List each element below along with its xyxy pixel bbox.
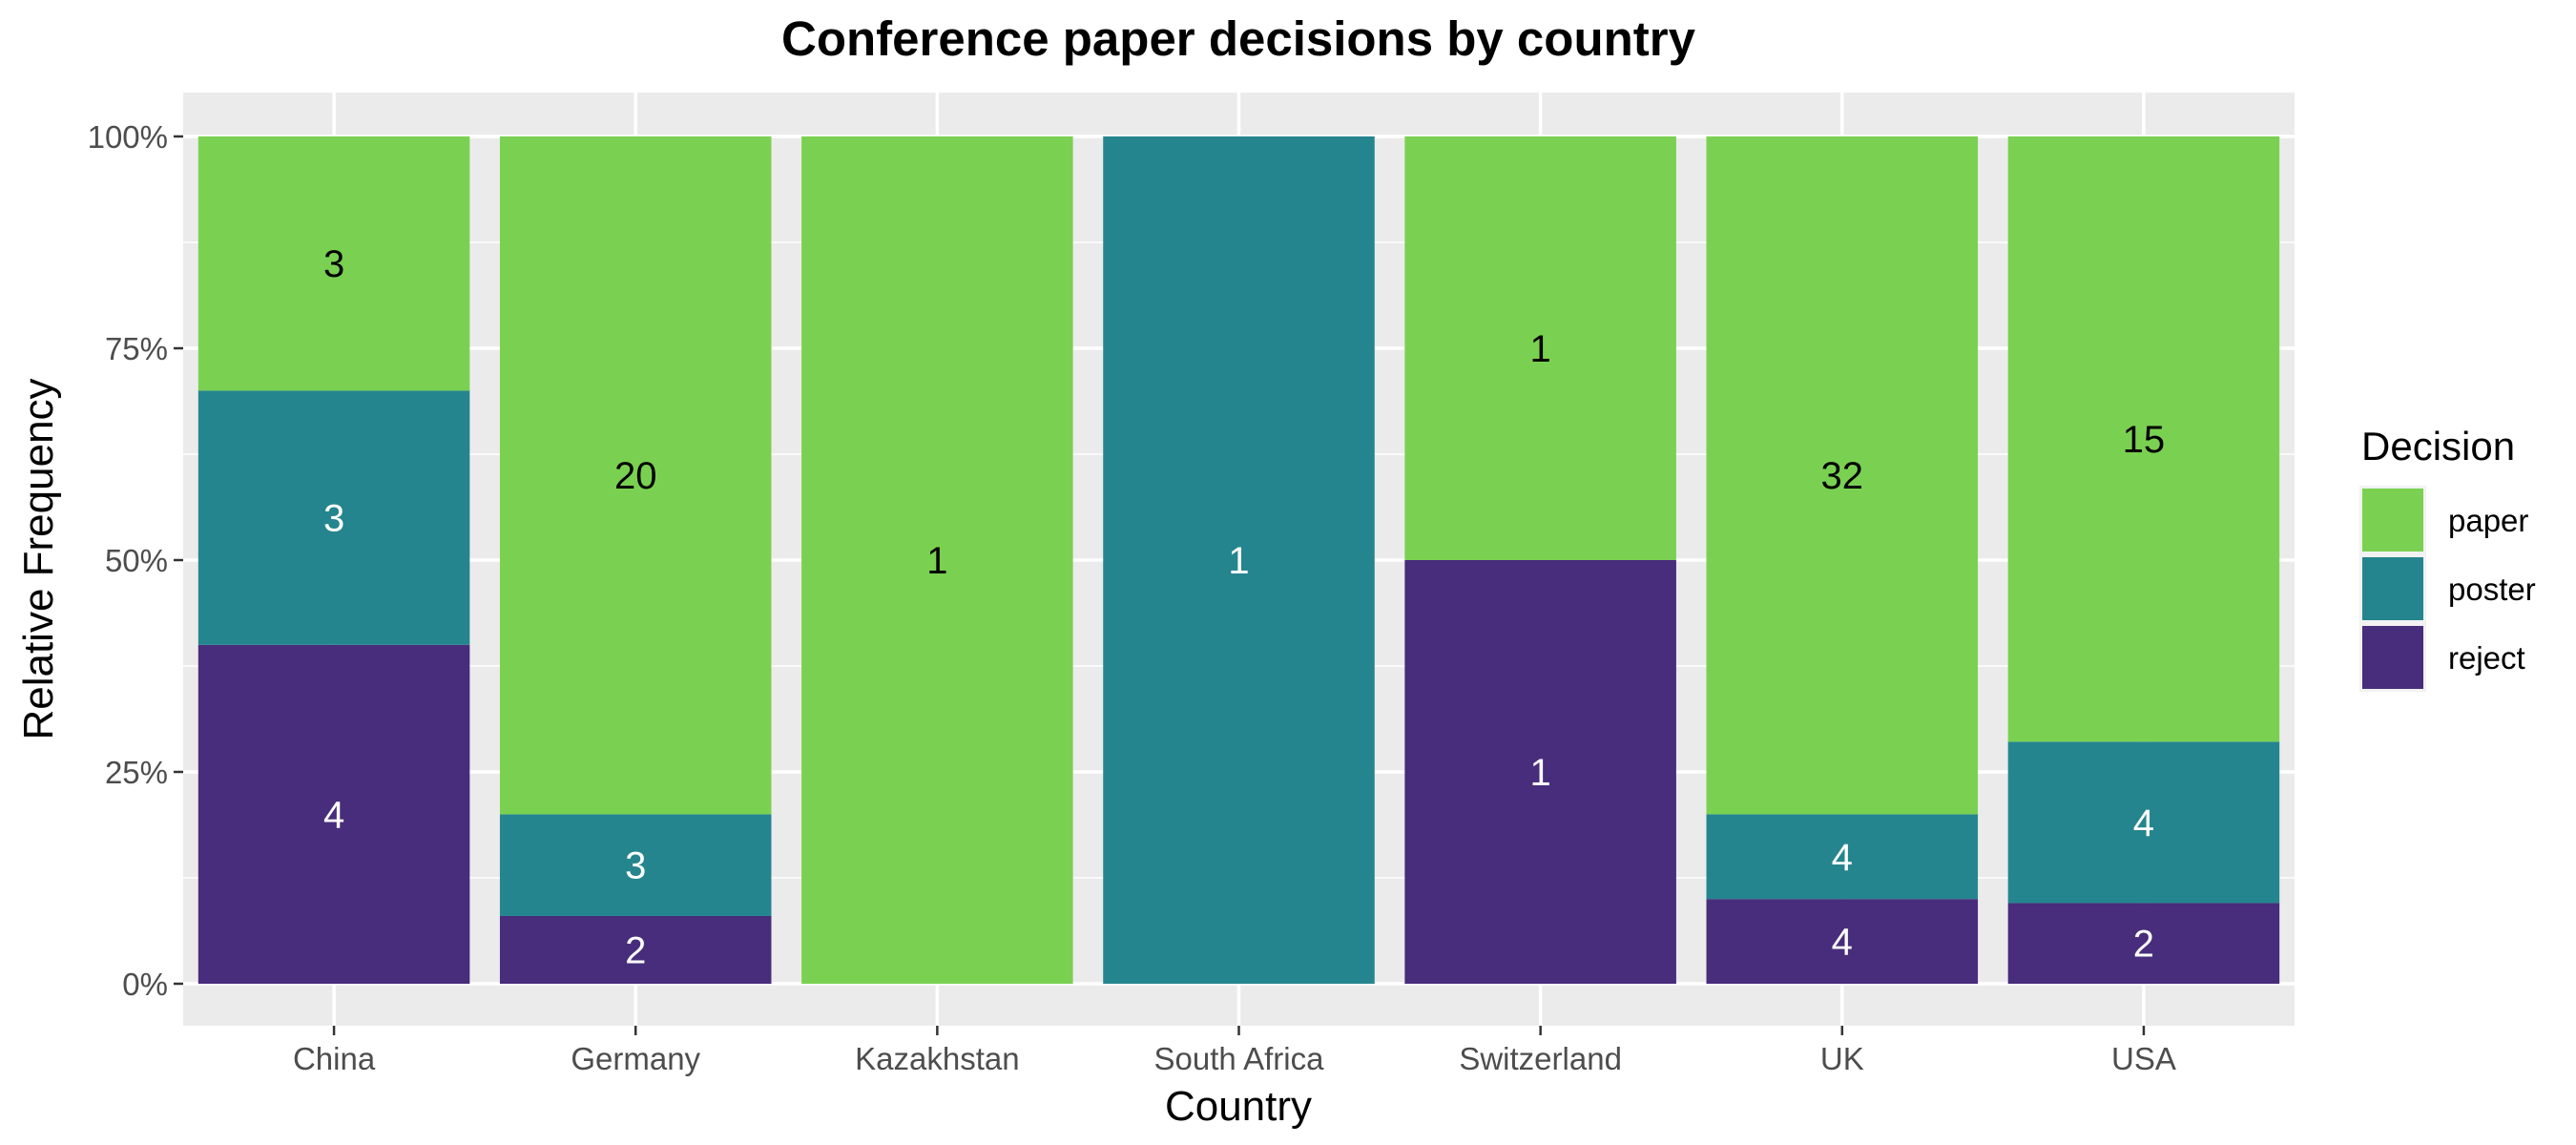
- data-label-paper: 3: [323, 243, 344, 285]
- bar-segment-poster: [197, 390, 470, 645]
- bar-segment-poster: [499, 814, 772, 916]
- x-tick-label: UK: [1820, 1041, 1864, 1076]
- data-label-poster: 1: [1228, 540, 1249, 582]
- x-axis-title: Country: [1165, 1083, 1312, 1130]
- data-label-poster: 3: [625, 845, 646, 887]
- legend-title: Decision: [2361, 424, 2515, 468]
- y-tick-label: 75%: [105, 331, 168, 366]
- legend-label-paper: paper: [2448, 503, 2528, 538]
- y-tick-label: 100%: [88, 119, 168, 155]
- bars: [197, 136, 2280, 984]
- bar-segment-paper: [1404, 136, 1676, 560]
- data-label-paper: 20: [614, 455, 657, 497]
- data-label-poster: 3: [323, 498, 344, 540]
- y-tick-label: 50%: [105, 543, 168, 578]
- legend: Decision paper poster reject: [2359, 424, 2536, 692]
- x-tick-label: Switzerland: [1459, 1041, 1622, 1076]
- data-label-paper: 1: [926, 540, 947, 582]
- bar-segment-reject: [1404, 560, 1676, 984]
- x-tick-label: Germany: [571, 1041, 700, 1076]
- data-label-reject: 1: [1530, 752, 1551, 794]
- bar-segment-paper: [801, 136, 1073, 984]
- bar-segment-poster: [1103, 136, 1375, 984]
- data-label-paper: 1: [1530, 328, 1551, 370]
- data-label-reject: 2: [625, 929, 646, 971]
- y-tick-label: 25%: [105, 755, 168, 790]
- bar-segment-paper: [499, 136, 772, 815]
- bar-segment-reject: [2007, 903, 2280, 984]
- data-label-poster: 4: [1832, 837, 1853, 879]
- bar-segment-reject: [1706, 899, 1979, 984]
- x-tick-label: USA: [2111, 1041, 2176, 1076]
- bar-segment-paper: [197, 136, 470, 391]
- legend-key-poster: [2362, 557, 2423, 620]
- bar-segment-paper: [1706, 136, 1979, 815]
- x-tick-label: China: [293, 1041, 376, 1076]
- data-label-poster: 4: [2133, 802, 2154, 844]
- x-tick-label: Kazakhstan: [855, 1041, 1019, 1076]
- legend-label-poster: poster: [2448, 572, 2536, 607]
- y-tick-label: 0%: [122, 967, 168, 1002]
- axes: 0% 25% 50% 75% 100% China Germany Kazakhstan Sou…: [88, 119, 2176, 1076]
- x-tick-label: South Africa: [1154, 1041, 1325, 1076]
- legend-key-paper: [2362, 489, 2423, 552]
- data-label-reject: 4: [1832, 922, 1853, 964]
- legend-key-reject: [2362, 626, 2423, 689]
- bar-segment-poster: [2007, 741, 2280, 904]
- data-label-reject: 2: [2133, 924, 2154, 966]
- bar-segment-poster: [1706, 814, 1979, 900]
- bar-segment-reject: [499, 915, 772, 984]
- data-label-paper: 15: [2123, 419, 2166, 461]
- bar-segment-reject: [197, 644, 470, 984]
- data-label-reject: 4: [323, 794, 344, 836]
- data-label-paper: 32: [1821, 455, 1864, 497]
- chart-title: Conference paper decisions by country: [781, 11, 1696, 66]
- legend-label-reject: reject: [2448, 640, 2525, 676]
- bar-segment-paper: [2007, 136, 2280, 742]
- y-axis-title: Relative Frequency: [15, 378, 62, 739]
